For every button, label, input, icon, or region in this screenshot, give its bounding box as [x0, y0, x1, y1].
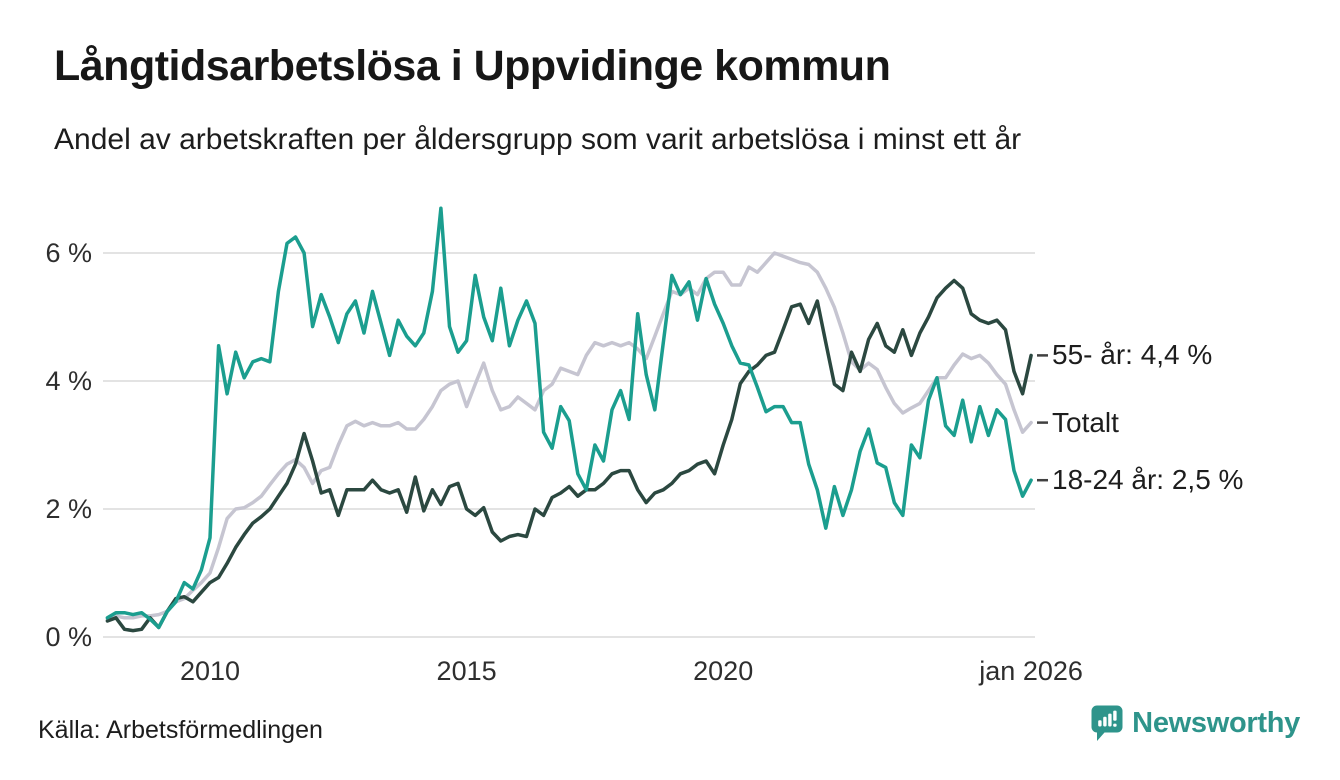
newsworthy-logo: Newsworthy	[1090, 704, 1300, 743]
series-line-18-24 år	[105, 206, 1033, 630]
end-label-Totalt: Totalt	[1052, 406, 1119, 438]
page-title: Långtidsarbetslösa i Uppvidinge kommun	[54, 42, 891, 90]
end-label-55- år: 55- år: 4,4 %	[1052, 339, 1213, 371]
x-tick-label: jan 2026	[979, 656, 1083, 686]
y-tick-label: 4 %	[45, 366, 92, 396]
series-line-55- år	[105, 278, 1033, 633]
page-subtitle: Andel av arbetskraften per åldersgrupp s…	[54, 123, 1022, 156]
series-line-Totalt	[105, 251, 1033, 621]
y-tick-label: 0 %	[45, 622, 92, 652]
x-tick-label: 2020	[693, 656, 754, 686]
end-label-18-24 år: 18-24 år: 2,5 %	[1052, 464, 1244, 496]
x-tick-label: 2010	[179, 656, 241, 686]
x-tick-label: 2015	[436, 656, 497, 686]
y-tick-label: 2 %	[45, 494, 92, 524]
newsworthy-speech-bubble-icon	[1091, 705, 1123, 741]
source-note: Källa: Arbetsförmedlingen	[38, 716, 323, 744]
y-tick-label: 6 %	[45, 238, 92, 268]
bar-chart-glyph	[1098, 710, 1117, 727]
y-axis-labels: 0 % 2 % 4 % 6 %	[0, 0, 92, 780]
newsworthy-logo-text: Newsworthy	[1132, 707, 1300, 739]
